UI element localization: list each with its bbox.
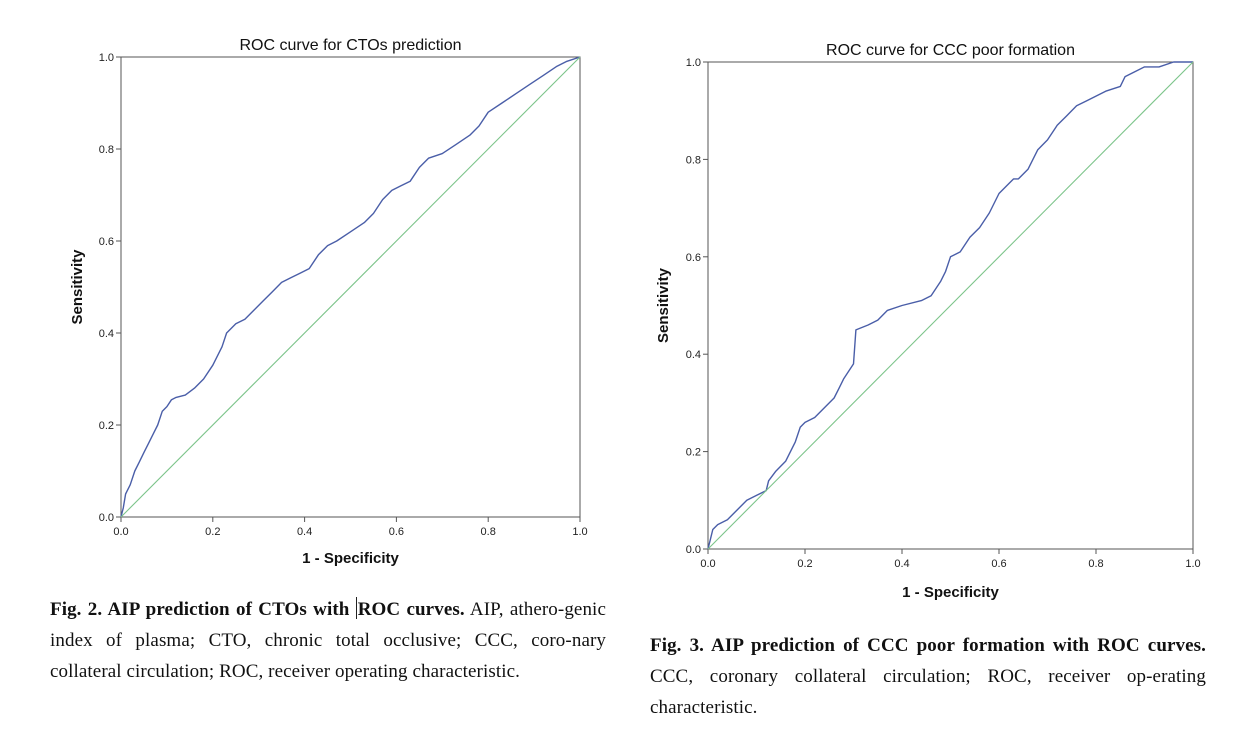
y-axis-label: Sensitivity bbox=[69, 249, 86, 325]
y-tick-label: 0.2 bbox=[686, 447, 701, 459]
x-tick-label: 0.8 bbox=[481, 526, 496, 538]
y-axis-label: Sensitivity bbox=[655, 267, 672, 343]
figure-3-caption: Fig. 3. AIP prediction of CCC poor forma… bbox=[650, 630, 1206, 723]
plot-frame bbox=[707, 61, 1194, 550]
roc-chart-ccc: ROC curve for CCC poor formation 0.0 0.2 0.… bbox=[620, 0, 1250, 620]
reference-diagonal-line bbox=[120, 56, 581, 518]
x-tick-label: 0.6 bbox=[991, 558, 1006, 570]
roc-curve-line bbox=[707, 61, 1193, 550]
y-tick-label: 1.0 bbox=[686, 57, 701, 69]
chart-title: ROC curve for CCC poor formation bbox=[826, 42, 1075, 59]
x-tick-label: 0.6 bbox=[389, 526, 404, 538]
y-tick-label: 0.0 bbox=[686, 544, 701, 556]
x-tick-label: 0.4 bbox=[297, 526, 312, 538]
x-tick-label: 0.0 bbox=[113, 526, 128, 538]
figure-3-caption-text: CCC, coronary collateral circulation; RO… bbox=[650, 666, 1206, 718]
x-axis-label: 1 - Specificity bbox=[902, 584, 999, 601]
y-tick-label: 0.2 bbox=[99, 420, 114, 432]
chart-title: ROC curve for CTOs prediction bbox=[240, 37, 462, 54]
x-tick-label: 0.0 bbox=[700, 558, 715, 570]
x-axis-label: 1 - Specificity bbox=[302, 550, 399, 567]
y-tick-label: 0.6 bbox=[99, 236, 114, 248]
x-tick-label: 0.4 bbox=[894, 558, 909, 570]
y-tick-label: 0.8 bbox=[686, 154, 701, 166]
y-tick-label: 0.0 bbox=[99, 512, 114, 524]
text-cursor bbox=[355, 597, 357, 619]
y-tick-label: 0.6 bbox=[686, 252, 701, 264]
x-tick-label: 0.2 bbox=[205, 526, 220, 538]
x-tick-label: 1.0 bbox=[572, 526, 587, 538]
figure-2-caption-label-end: ROC curves. bbox=[357, 599, 465, 620]
y-tick-label: 0.4 bbox=[99, 328, 114, 340]
figure-2-caption: Fig. 2. AIP prediction of CTOs with ROC … bbox=[50, 594, 606, 687]
y-tick-label: 0.4 bbox=[686, 349, 701, 361]
figure-2-caption-text: AIP, athero-genic index of plasma; CTO, … bbox=[50, 599, 606, 682]
y-tick-label: 0.8 bbox=[99, 144, 114, 156]
figure-2-caption-label: Fig. 2. AIP prediction of CTOs with bbox=[50, 599, 356, 620]
plot-frame bbox=[120, 56, 581, 518]
x-tick-label: 1.0 bbox=[1185, 558, 1200, 570]
x-tick-label: 0.8 bbox=[1088, 558, 1103, 570]
x-tick-label: 0.2 bbox=[797, 558, 812, 570]
y-tick-label: 1.0 bbox=[99, 52, 114, 64]
roc-chart-ctos-svg: ROC curve for CTOs prediction 0.0 0.2 0.4 0.… bbox=[69, 37, 588, 567]
figure-3-caption-label: Fig. 3. AIP prediction of CCC poor forma… bbox=[650, 635, 1206, 656]
roc-chart-ctos: ROC curve for CTOs prediction 0.0 0.2 0.4 0.… bbox=[0, 0, 620, 590]
roc-curve-line bbox=[120, 56, 581, 518]
reference-diagonal-line bbox=[707, 61, 1194, 550]
roc-chart-ccc-svg: ROC curve for CCC poor formation 0.0 0.2 0.… bbox=[655, 42, 1201, 601]
